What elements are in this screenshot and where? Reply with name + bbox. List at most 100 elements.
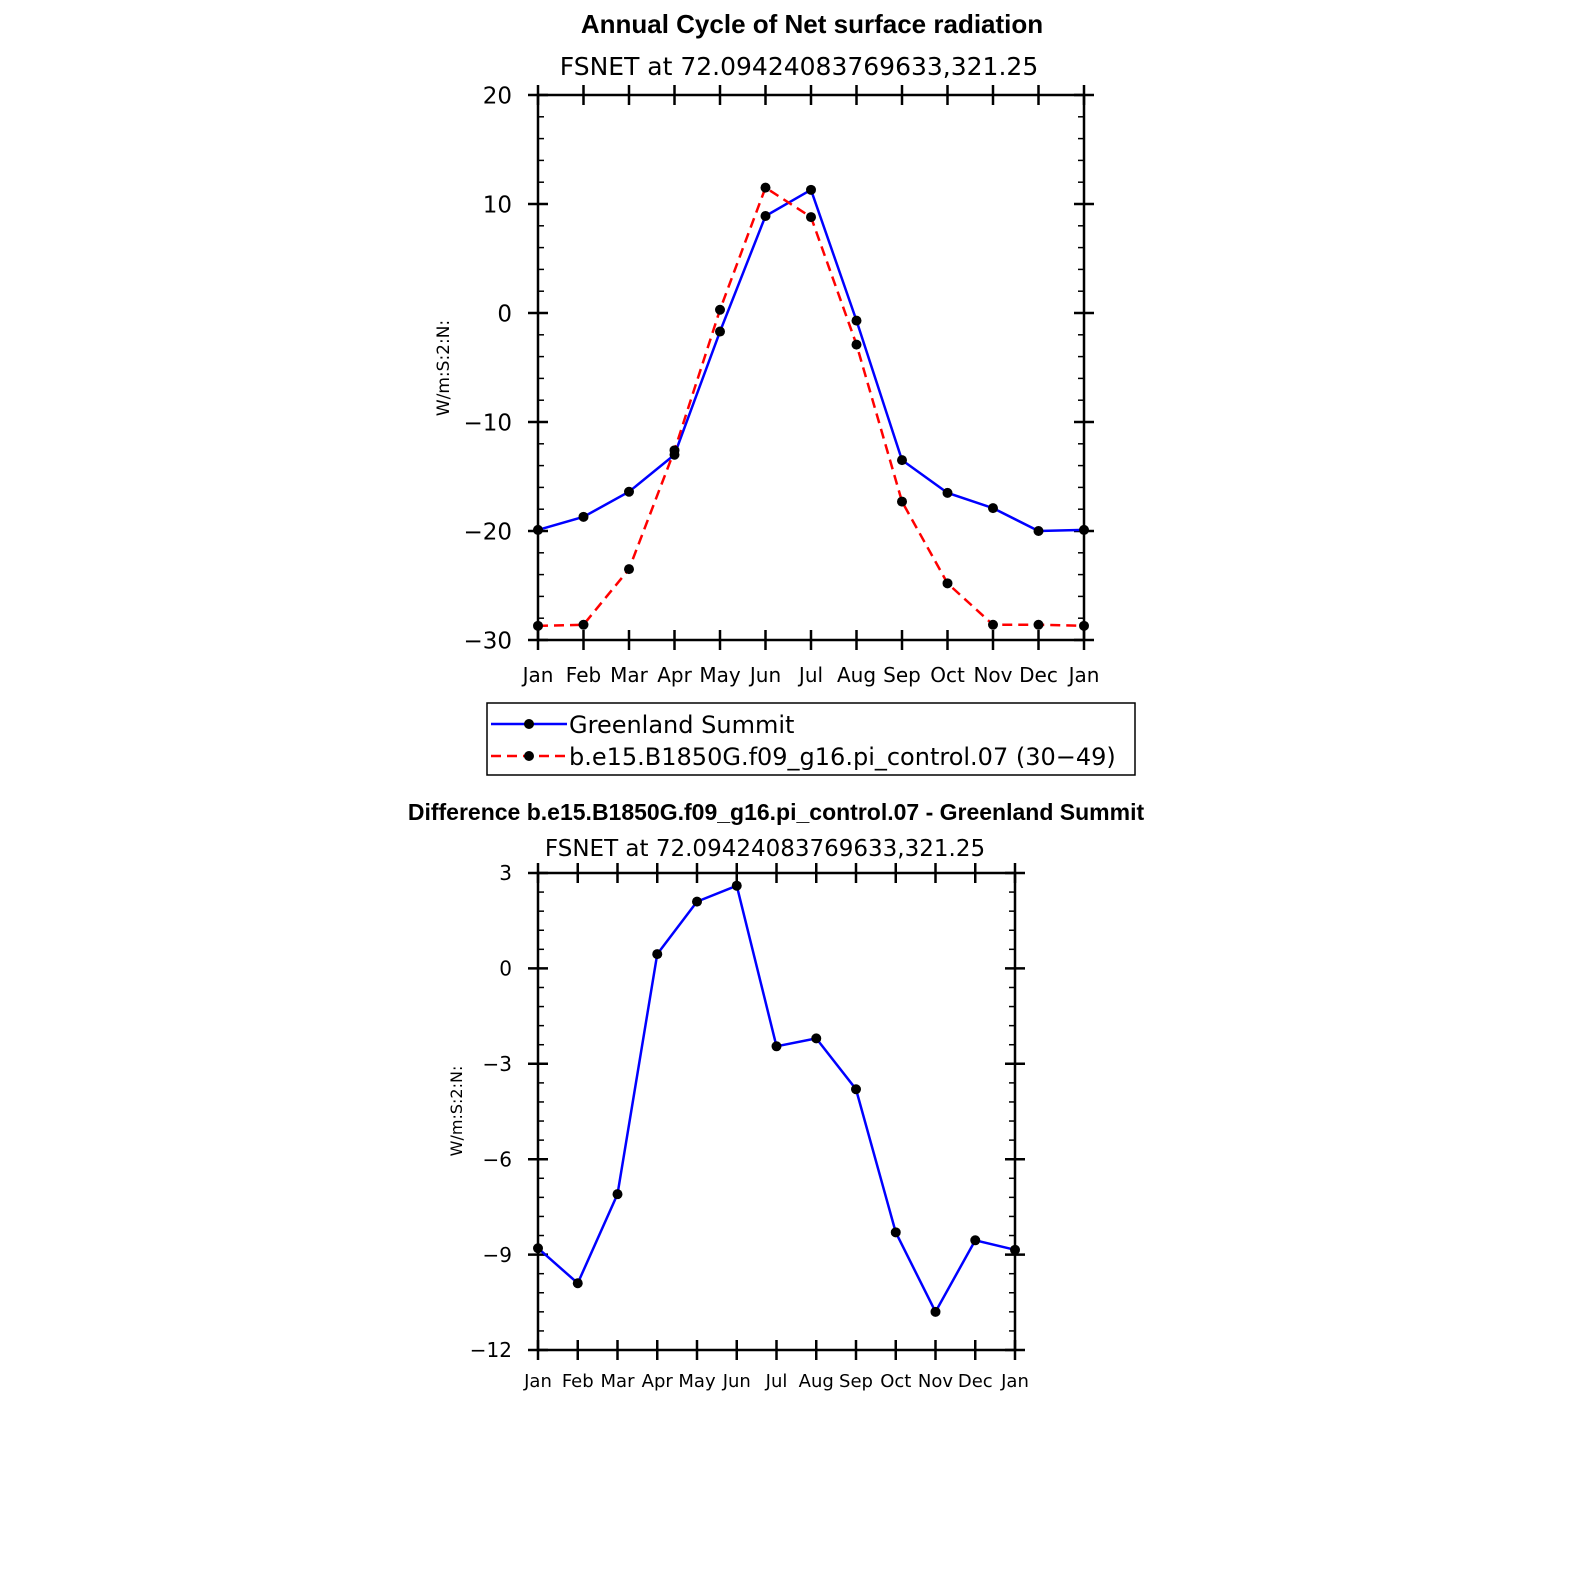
data-point-0-4 (692, 896, 702, 907)
data-point-0-9 (942, 487, 953, 498)
y-tick-label: 10 (483, 192, 512, 218)
data-point-0-2 (612, 1189, 623, 1200)
x-tick-label: Dec (958, 1371, 993, 1392)
data-point-1-10 (988, 619, 998, 630)
y-tick-label: 20 (483, 83, 512, 109)
data-point-0-8 (897, 455, 907, 466)
x-tick-label: Dec (1019, 663, 1058, 687)
data-point-0-11 (1033, 526, 1044, 536)
legend-box (486, 702, 1136, 776)
bottom-chart-ytick-labels: 3 0 −3 −6 −9 −12 (470, 861, 512, 1362)
x-tick-label: Mar (610, 663, 649, 687)
x-tick-label: Jan (523, 1371, 552, 1392)
data-point-0-11 (970, 1235, 981, 1246)
data-point-0-7 (811, 1033, 822, 1044)
y-tick-label: 0 (499, 957, 512, 981)
series-line-0 (537, 187, 1085, 533)
bottom-chart-title: Difference b.e15.B1850G.f09_g16.pi_contr… (408, 799, 1145, 825)
data-point-0-1 (572, 1278, 583, 1289)
data-point-1-11 (1033, 619, 1044, 630)
x-tick-label: Aug (837, 663, 876, 687)
plot-frame (536, 93, 1086, 642)
x-tick-label: Oct (930, 663, 965, 687)
x-tick-label: Nov (973, 663, 1012, 687)
legend-label-model: b.e15.B1850G.f09_g16.pi_control.07 (30−4… (569, 743, 1116, 771)
top-chart: Annual Cycle of Net surface radiation FS… (434, 9, 1099, 687)
data-point-1-1 (578, 619, 589, 630)
top-chart-axes (528, 85, 1094, 650)
data-point-1-12 (1079, 620, 1089, 631)
data-point-0-6 (771, 1041, 782, 1052)
x-tick-label: Feb (566, 663, 601, 687)
data-point-0-4 (715, 326, 725, 337)
data-point-0-1 (578, 511, 589, 522)
y-tick-label: −6 (483, 1147, 512, 1171)
series-line-0 (537, 884, 1016, 1315)
data-point-0-6 (806, 184, 816, 195)
data-point-1-2 (624, 564, 634, 575)
x-tick-label: Jun (748, 663, 781, 687)
bottom-chart: Difference b.e15.B1850G.f09_g16.pi_contr… (408, 799, 1145, 1392)
bottom-chart-ylabel: W/m:S:2:N: (447, 1066, 466, 1157)
data-point-1-5 (760, 182, 771, 193)
x-tick-label: May (678, 1371, 716, 1392)
legend-label-greenland: Greenland Summit (569, 711, 794, 739)
y-tick-label: −30 (463, 628, 512, 654)
x-tick-label: Aug (799, 1371, 834, 1392)
data-point-1-3 (669, 445, 680, 456)
data-point-0-0 (533, 1243, 543, 1254)
x-tick-label: Oct (880, 1371, 911, 1392)
x-tick-label: Nov (918, 1371, 953, 1392)
y-tick-label: 0 (497, 301, 512, 327)
y-tick-label: −12 (470, 1338, 512, 1362)
legend: Greenland Summit b.e15.B1850G.f09_g16.pi… (486, 702, 1136, 776)
legend-marker-model (524, 751, 534, 761)
data-point-0-10 (930, 1306, 941, 1317)
top-chart-xtick-labels: Jan Feb Mar Apr May Jun Jul Aug Sep Oct Nov Dec Jan (521, 663, 1100, 687)
data-point-0-0 (533, 524, 543, 535)
y-tick-label: −20 (463, 519, 512, 545)
bottom-chart-series (533, 880, 1020, 1317)
plot-frame (536, 871, 1017, 1352)
y-tick-label: −10 (463, 410, 512, 436)
top-chart-series (533, 182, 1089, 631)
data-point-1-9 (942, 578, 953, 589)
data-point-0-3 (652, 949, 663, 960)
x-tick-label: Jul (797, 663, 823, 687)
x-tick-label: Sep (839, 1371, 873, 1392)
y-tick-label: −3 (483, 1052, 512, 1076)
data-point-1-8 (897, 496, 907, 507)
data-point-0-8 (851, 1084, 861, 1095)
x-tick-label: Sep (883, 663, 921, 687)
bottom-chart-subtitle: FSNET at 72.09424083769633,321.25 (545, 836, 985, 862)
data-point-1-7 (851, 339, 862, 350)
x-tick-label: Apr (642, 1371, 674, 1392)
data-point-1-0 (533, 620, 543, 631)
x-tick-label: Feb (562, 1371, 594, 1392)
data-point-0-7 (851, 315, 862, 326)
data-point-1-6 (806, 212, 816, 223)
x-tick-label: Jan (1000, 1371, 1029, 1392)
series-line-1 (537, 185, 1085, 628)
data-point-0-12 (1079, 524, 1089, 535)
x-tick-label: May (699, 663, 741, 687)
data-point-0-2 (624, 486, 634, 497)
top-chart-ytick-labels: 20 10 0 −10 −20 −30 (463, 83, 512, 654)
y-tick-label: 3 (499, 861, 512, 885)
data-point-0-12 (1010, 1244, 1020, 1255)
legend-marker-greenland (524, 719, 534, 729)
bottom-chart-xtick-labels: Jan Feb Mar Apr May Jun Jul Aug Sep Oct Nov Dec Jan (523, 1371, 1029, 1392)
data-point-1-4 (715, 304, 725, 315)
data-point-0-9 (890, 1227, 901, 1238)
top-chart-title: Annual Cycle of Net surface radiation (581, 9, 1043, 39)
top-chart-ylabel: W/m:S:2:N: (434, 320, 454, 416)
y-tick-label: −9 (483, 1243, 512, 1267)
top-chart-subtitle: FSNET at 72.09424083769633,321.25 (560, 52, 1038, 81)
x-tick-label: Jan (521, 663, 554, 687)
x-tick-label: Jul (765, 1371, 788, 1392)
data-point-0-10 (988, 503, 998, 514)
x-tick-label: Mar (601, 1371, 636, 1392)
bottom-chart-axes (528, 863, 1025, 1360)
data-point-0-5 (731, 880, 742, 891)
